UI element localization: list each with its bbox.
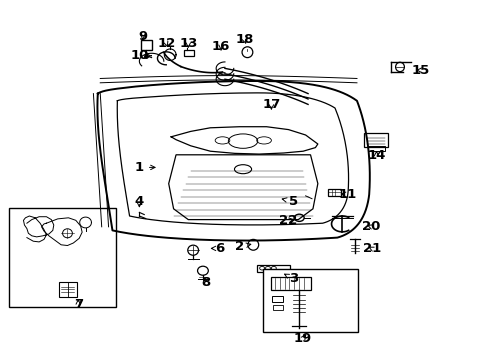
Text: 12: 12 bbox=[157, 37, 175, 50]
Text: 15: 15 bbox=[410, 64, 429, 77]
Text: 18: 18 bbox=[235, 33, 253, 46]
Bar bbox=[141, 40, 151, 50]
Bar bbox=[367, 146, 384, 151]
Text: 11: 11 bbox=[337, 188, 356, 201]
Bar bbox=[327, 189, 341, 196]
Text: 14: 14 bbox=[366, 149, 385, 162]
Text: 8: 8 bbox=[201, 276, 209, 289]
Text: 22: 22 bbox=[279, 214, 297, 227]
Bar bbox=[263, 269, 358, 332]
Text: 13: 13 bbox=[179, 37, 197, 50]
Text: 19: 19 bbox=[293, 332, 312, 345]
Bar bbox=[364, 133, 387, 147]
Text: 21: 21 bbox=[362, 242, 380, 255]
Bar bbox=[59, 282, 77, 297]
Text: 20: 20 bbox=[362, 220, 380, 233]
Text: 1: 1 bbox=[135, 161, 155, 174]
Text: 17: 17 bbox=[262, 98, 280, 111]
Text: 5: 5 bbox=[282, 195, 297, 208]
Bar bbox=[184, 50, 194, 56]
Bar bbox=[272, 296, 283, 302]
Bar bbox=[272, 305, 282, 310]
Text: 9: 9 bbox=[138, 30, 147, 42]
Bar bbox=[271, 277, 310, 290]
Text: 2: 2 bbox=[235, 240, 250, 253]
Text: 4: 4 bbox=[135, 195, 143, 208]
Bar bbox=[9, 208, 116, 307]
Text: 10: 10 bbox=[130, 49, 151, 62]
Text: 7: 7 bbox=[74, 298, 82, 311]
Bar bbox=[256, 265, 289, 272]
Text: 6: 6 bbox=[211, 242, 224, 255]
Text: 16: 16 bbox=[211, 40, 230, 53]
Text: 3: 3 bbox=[284, 273, 297, 285]
